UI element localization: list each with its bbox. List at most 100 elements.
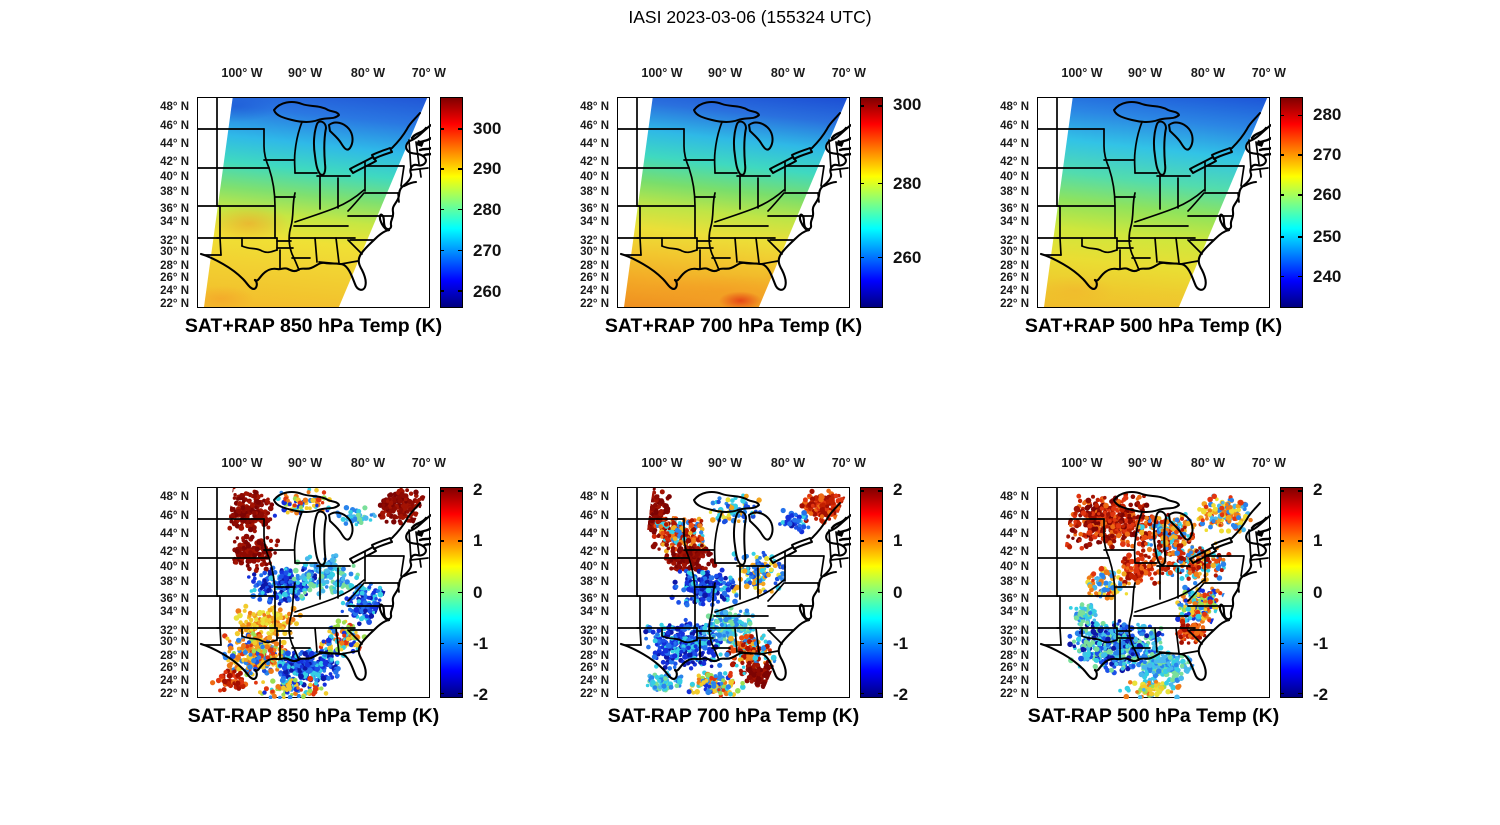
colorbar-tick-mark (1281, 540, 1284, 542)
lat-tick-label: 24° N (1000, 284, 1029, 297)
lon-tick-label: 100° W (641, 456, 683, 470)
lat-tick-label: 44° N (160, 527, 189, 540)
colorbar-tick-label: 270 (1313, 145, 1342, 165)
lon-tick-label: 80° W (770, 66, 806, 80)
colorbar-tick-mark (861, 490, 864, 492)
colorbar-tick-mark (441, 290, 444, 292)
colorbar-tick-label: 2 (1313, 480, 1323, 500)
colorbar (860, 487, 883, 698)
lat-tick-label: 48° N (160, 490, 189, 503)
lat-tick-label: 26° N (160, 662, 189, 675)
panel-sat-minus-rap-700: 100° W 90° W 80° W 70° W 48° N 46° N 44° N 42° … (580, 456, 908, 727)
lat-tick-label: 30° N (160, 245, 189, 258)
lat-tick-label: 40° N (160, 171, 189, 184)
lon-tick-label: 70° W (831, 66, 866, 80)
colorbar-tick-label: 270 (473, 241, 502, 261)
lat-tick-label: 34° N (580, 605, 609, 618)
lat-tick-label: 32° N (1000, 624, 1029, 637)
lat-tick-label: 28° N (160, 260, 189, 273)
lat-tick-label: 26° N (1000, 662, 1029, 675)
lon-tick-label: 100° W (1061, 456, 1103, 470)
colorbar-tick-mark (1298, 235, 1302, 238)
colorbar-tick-label: 2 (473, 480, 483, 500)
colorbar-tick-mark (458, 540, 462, 542)
lat-tick-label: 24° N (1000, 674, 1029, 687)
lat-tick-label: 40° N (580, 561, 609, 574)
colorbar-tick-mark (458, 692, 462, 695)
colorbar-tick-mark (458, 490, 462, 492)
lat-tick-label: 38° N (1000, 186, 1029, 198)
lat-tick-label: 32° N (160, 624, 189, 637)
colorbar-tick-mark (878, 591, 882, 594)
lon-tick-label: 70° W (411, 66, 446, 80)
lat-tick-label: 40° N (1000, 171, 1029, 184)
lat-tick-label: 22° N (580, 688, 609, 701)
panel-title-sat-minus-rap-850: SAT-RAP 850 hPa Temp (K) (187, 705, 440, 727)
scatter-dots (1062, 492, 1255, 699)
us-state-borders (198, 98, 431, 291)
lon-tick-label: 90° W (288, 66, 323, 80)
lat-tick-label: 48° N (1000, 100, 1029, 113)
lat-tick-label: 24° N (160, 674, 189, 687)
colorbar-tick-label: -2 (1313, 684, 1329, 704)
lat-tick-label: 46° N (580, 509, 609, 522)
colorbar-tick-mark (1298, 642, 1302, 645)
lat-tick-label: 42° N (1000, 156, 1029, 169)
lat-tick-label: 26° N (1000, 272, 1029, 285)
lat-tick-label: 22° N (580, 298, 609, 311)
lat-tick-label: 36° N (1000, 203, 1029, 216)
panel-title-sat-plus-rap-850: SAT+RAP 850 hPa Temp (K) (184, 315, 443, 337)
colorbar-tick-mark (878, 490, 882, 492)
colorbar (860, 97, 883, 308)
lon-tick-label: 70° W (1251, 66, 1286, 80)
lat-tick-label: 32° N (580, 234, 609, 247)
colorbar-tick-mark (878, 692, 882, 695)
lat-tick-label: 22° N (160, 298, 189, 311)
map-border-layer (1038, 98, 1271, 291)
colorbar-tick-mark (441, 208, 444, 211)
panel-sat-minus-rap-500: 100° W 90° W 80° W 70° W 48° N 46° N 44° N 42° … (1000, 456, 1328, 727)
colorbar-tick-mark (861, 591, 864, 594)
colorbar-tick-mark (441, 591, 444, 594)
lon-tick-label: 80° W (770, 456, 806, 470)
lat-tick-label: 46° N (1000, 119, 1029, 132)
colorbar-tick-mark (861, 642, 864, 645)
lat-tick-label: 36° N (160, 203, 189, 216)
scatter-dots (210, 488, 426, 699)
figure-title: IASI 2023-03-06 (155324 UTC) (628, 7, 872, 27)
lat-tick-label: 48° N (580, 100, 609, 113)
lon-tick-label: 100° W (641, 66, 683, 80)
colorbar-tick-label: 300 (473, 118, 502, 138)
colorbar (1280, 97, 1303, 308)
difference-scatter-layer (1038, 488, 1271, 699)
difference-scatter-layer (618, 488, 851, 698)
colorbar-tick-label: -2 (893, 684, 909, 704)
lat-tick-label: 38° N (1000, 576, 1029, 588)
colorbar-tick-label: -1 (1313, 634, 1329, 654)
colorbar-tick-mark (1298, 540, 1302, 542)
colorbar-tick-mark (878, 182, 882, 185)
colorbar-tick-mark (441, 642, 444, 645)
lat-tick-label: 46° N (1000, 509, 1029, 522)
lat-tick-label: 30° N (1000, 635, 1029, 648)
lon-tick-label: 90° W (1128, 456, 1163, 470)
panel-sat-plus-rap-850: 100° W 90° W 80° W 70° W 48° N 46° N 44° N 42° … (160, 66, 501, 337)
lon-tick-label: 90° W (708, 456, 743, 470)
lat-tick-label: 24° N (580, 284, 609, 297)
lat-tick-label: 48° N (1000, 490, 1029, 503)
lat-tick-label: 28° N (1000, 260, 1029, 273)
lon-tick-label: 70° W (411, 456, 446, 470)
lat-tick-label: 42° N (1000, 546, 1029, 559)
us-state-borders (1038, 98, 1271, 291)
map-plot-area (197, 487, 431, 699)
lat-tick-label: 28° N (580, 260, 609, 273)
map-border-layer (198, 98, 431, 291)
colorbar-tick-mark (1298, 692, 1302, 695)
colorbar-tick-label: 290 (473, 158, 502, 178)
colorbar-tick-mark (1281, 275, 1284, 278)
colorbar-tick-mark (441, 249, 444, 252)
colorbar (440, 97, 463, 308)
colorbar-tick-label: -1 (893, 634, 909, 654)
lat-tick-label: 46° N (160, 509, 189, 522)
